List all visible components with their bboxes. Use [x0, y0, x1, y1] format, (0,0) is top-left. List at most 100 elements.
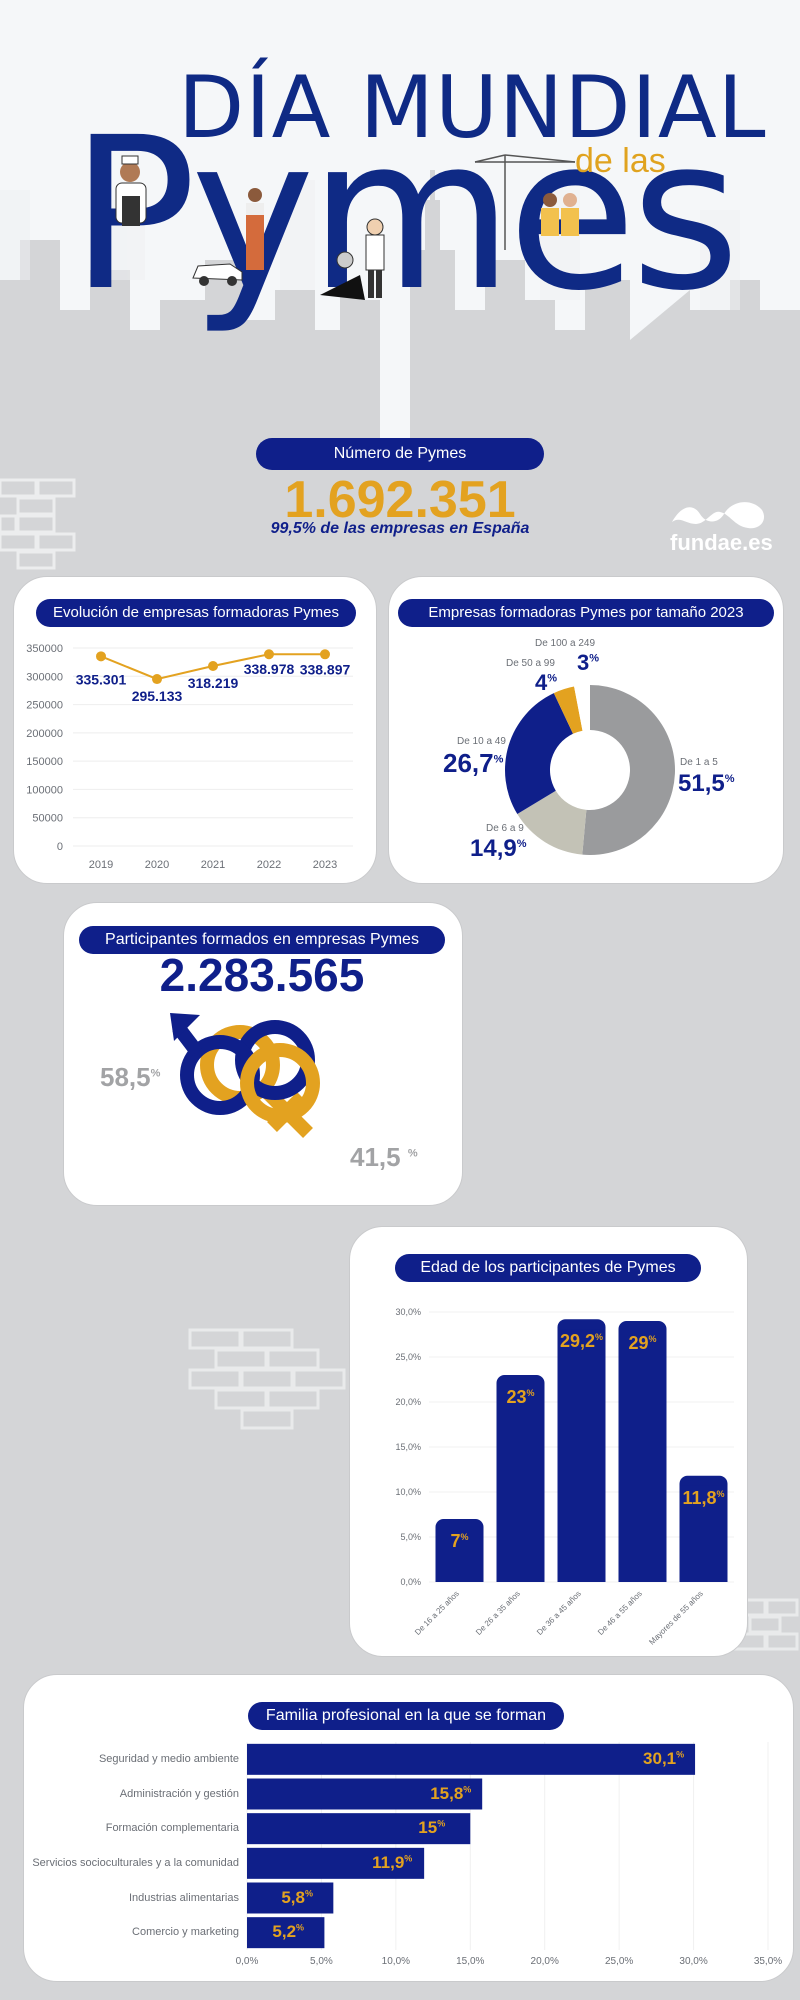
line-chart: 0 50000 100000 150000 200000 250000 300000 3500…	[26, 643, 353, 871]
y-tick-label: 200000	[26, 728, 63, 740]
worker-illustration	[246, 188, 264, 270]
chart-title: Evolución de empresas formadoras Pymes	[36, 599, 356, 627]
bar-base	[496, 1385, 545, 1582]
y-tick-label: 30,0%	[395, 1307, 421, 1317]
bar-value-label: 15%	[418, 1818, 446, 1838]
page-title-pymes: Pymes	[70, 92, 740, 337]
data-point	[152, 674, 162, 685]
slice-label: De 6 a 9	[486, 823, 524, 834]
x-tick-label: 25,0%	[605, 1956, 633, 1967]
slice-label: De 100 a 249	[535, 638, 596, 649]
female-percentage: 41,5 %	[350, 1142, 418, 1172]
bar-value-label: 11,8%	[682, 1487, 725, 1508]
x-tick-label: 30,0%	[679, 1956, 707, 1967]
hairdresser-illustration	[320, 218, 385, 300]
page-subtitle: de las	[575, 142, 666, 180]
age-chart-card	[349, 1226, 748, 1657]
donut-slice	[582, 685, 676, 855]
donut-slice	[553, 686, 583, 734]
y-tick-label: 250000	[26, 700, 63, 712]
bar-value-label: 5,2%	[272, 1922, 305, 1942]
participants-total: 2.283.565	[159, 949, 365, 1001]
bar-value-label: 29,2%	[559, 1331, 604, 1352]
page-title: DÍA MUNDIAL	[178, 58, 767, 158]
chart-title: Familia profesional en la que se forman	[248, 1702, 564, 1730]
x-tick-label: 2020	[145, 859, 169, 871]
gender-symbols-icon	[170, 1013, 320, 1138]
age-bar-chart: 0,0% 5,0% 10,0% 15,0% 20,0% 25,0% 30,0% De 16 a…	[395, 1307, 734, 1647]
data-label: 338.897	[300, 661, 351, 677]
donut-chart	[505, 685, 676, 855]
slice-value: 14,9%	[470, 835, 527, 862]
y-tick-label: 300000	[26, 671, 63, 683]
line-chart-card	[13, 576, 377, 884]
donut-slice	[517, 790, 587, 855]
y-tick-label: 0,0%	[400, 1577, 421, 1587]
slice-label: De 50 a 99	[506, 658, 555, 669]
x-tick-label: 20,0%	[531, 1956, 559, 1967]
fundae-logo-icon	[672, 502, 765, 529]
bar	[247, 1778, 483, 1810]
x-tick-label: 15,0%	[456, 1956, 484, 1967]
slice-value: 26,7%	[443, 748, 504, 778]
bar-base	[435, 1529, 484, 1582]
chef-illustration	[115, 155, 147, 226]
bar-base	[557, 1329, 606, 1582]
donut-slice	[574, 685, 590, 731]
bar-value-label: 7%	[450, 1531, 469, 1551]
pymes-share: 99,5% de las empresas en España	[270, 520, 530, 537]
bar-value-label: 15,8%	[430, 1783, 472, 1803]
y-tick-label: Formación complementaria	[105, 1822, 239, 1835]
summary-label: Número de Pymes	[256, 438, 544, 470]
data-label: 318.219	[188, 675, 239, 691]
bar	[247, 1743, 696, 1775]
y-tick-label: 10,0%	[395, 1487, 421, 1497]
x-tick-label: 5,0%	[310, 1956, 333, 1967]
brand-name: fundae.es	[670, 530, 773, 555]
bar-value-label: 30,1%	[643, 1748, 685, 1768]
x-tick-label: 2023	[313, 859, 337, 871]
y-tick-label: 150000	[26, 756, 63, 768]
y-tick-label: 25,0%	[395, 1352, 421, 1362]
brick-decoration	[188, 1328, 346, 1430]
data-label: 335.301	[76, 671, 127, 687]
brick-decoration	[0, 478, 76, 570]
y-tick-label: 20,0%	[395, 1397, 421, 1407]
x-tick-label: 2021	[201, 859, 225, 871]
y-tick-label: Administración y gestión	[119, 1787, 239, 1800]
bar	[247, 1847, 425, 1879]
data-point	[264, 649, 274, 660]
y-tick-label: 50000	[32, 813, 63, 825]
data-label: 338.978	[244, 661, 295, 677]
data-point	[96, 651, 106, 662]
y-tick-label: 350000	[26, 643, 63, 655]
bar-base	[618, 1331, 667, 1582]
x-tick-label: 2019	[89, 859, 113, 871]
male-arrow-head	[170, 1013, 200, 1041]
chart-title: Participantes formados en empresas Pymes	[79, 926, 445, 954]
slice-value: 3%	[577, 650, 600, 675]
x-tick-label: De 46 a 55 años	[596, 1589, 644, 1637]
car-illustration	[192, 263, 243, 286]
bar-value-label: 23%	[506, 1387, 535, 1407]
data-point	[208, 660, 218, 671]
x-tick-label: Mayores de 55 años	[647, 1589, 705, 1647]
y-tick-label: 0	[57, 841, 63, 853]
y-tick-label: Comercio y marketing	[132, 1926, 239, 1939]
y-tick-label: 15,0%	[395, 1442, 421, 1452]
data-label: 295.133	[132, 688, 183, 704]
bar-value-label: 5,8%	[281, 1887, 313, 1907]
chart-title: Empresas formadoras Pymes por tamaño 202…	[398, 599, 774, 627]
bar-value-label: 11,9%	[372, 1852, 413, 1872]
bar	[247, 1813, 471, 1845]
profession-bar-chart: 0,0% 5,0% 10,0% 15,0% 20,0% 25,0% 30,0% 35,0%	[236, 1742, 782, 1967]
x-tick-label: 2022	[257, 859, 281, 871]
slice-value: 51,5%	[678, 770, 735, 797]
slice-label: De 1 a 5	[680, 757, 718, 768]
x-tick-label: 35,0%	[754, 1956, 782, 1967]
male-percentage: 58,5%	[100, 1062, 161, 1092]
y-tick-label: Servicios socioculturales y a la comunid…	[32, 1856, 239, 1869]
chart-title: Edad de los participantes de Pymes	[395, 1254, 701, 1282]
data-point	[320, 649, 330, 660]
y-tick-label: Seguridad y medio ambiente	[98, 1752, 239, 1765]
